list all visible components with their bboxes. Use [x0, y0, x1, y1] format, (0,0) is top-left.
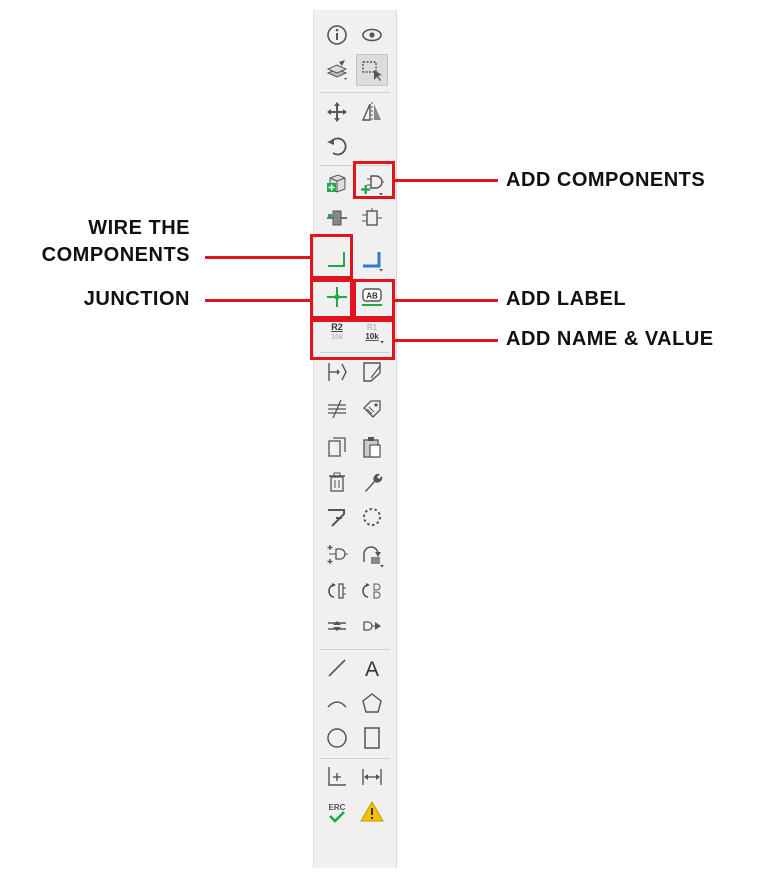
- name-r2-text: R2: [331, 322, 343, 332]
- swap-pin-icon[interactable]: [356, 575, 388, 607]
- group-icon[interactable]: [356, 501, 388, 533]
- erc-text: ERC: [329, 803, 346, 812]
- value-icon[interactable]: R1 10k: [356, 316, 388, 348]
- erc-icon[interactable]: ERC: [321, 796, 353, 828]
- dimension-icon[interactable]: [321, 761, 353, 793]
- invert-icon[interactable]: [356, 610, 388, 642]
- add-name-value-callout: ADD NAME & VALUE: [506, 328, 714, 350]
- circle-icon[interactable]: [321, 722, 353, 754]
- text-icon[interactable]: A: [356, 652, 388, 684]
- add-package-icon[interactable]: [321, 168, 353, 200]
- junction-icon[interactable]: [321, 281, 353, 313]
- replace-icon[interactable]: [356, 539, 388, 571]
- add-components-icon[interactable]: [356, 168, 388, 200]
- add-label-highlight: [353, 279, 395, 319]
- select-icon[interactable]: [356, 54, 388, 86]
- info-icon[interactable]: [321, 19, 353, 51]
- value-r1-text: R1: [367, 323, 378, 332]
- rectangle-icon[interactable]: [356, 722, 388, 754]
- add-components-line: [395, 179, 498, 182]
- name-sub-text: 10k: [331, 334, 343, 341]
- join-icon[interactable]: [321, 501, 353, 533]
- junction-line: [205, 299, 310, 302]
- wire-callout-line2: COMPONENTS: [41, 244, 190, 266]
- warning-icon[interactable]: [356, 796, 388, 828]
- move-icon[interactable]: [321, 96, 353, 128]
- tag-icon[interactable]: [356, 393, 388, 425]
- add-label-callout: ADD LABEL: [506, 288, 627, 310]
- layers-icon[interactable]: [321, 54, 353, 86]
- copy-icon[interactable]: [321, 431, 353, 463]
- junction-callout: JUNCTION: [83, 288, 190, 310]
- no-connect-icon[interactable]: [321, 393, 353, 425]
- delete-icon[interactable]: [321, 466, 353, 498]
- polygon-icon[interactable]: [356, 687, 388, 719]
- wire-highlight: [310, 234, 353, 279]
- arc-icon[interactable]: [321, 687, 353, 719]
- name-value-line: [395, 339, 498, 342]
- measure-icon[interactable]: [356, 761, 388, 793]
- bus-icon[interactable]: [356, 244, 388, 276]
- add-symbol-icon[interactable]: [356, 202, 388, 234]
- add-label-icon[interactable]: AB: [356, 281, 388, 313]
- value-10k-text: 10k: [365, 332, 379, 341]
- name-value-highlight: [310, 319, 395, 360]
- swap-gate-icon[interactable]: [321, 575, 353, 607]
- label-ab-text: AB: [366, 292, 378, 301]
- text-tool-glyph: A: [365, 658, 379, 681]
- wire-callout-line1: WIRE THE: [88, 217, 190, 239]
- mirror-icon[interactable]: [356, 96, 388, 128]
- add-components-highlight: [353, 161, 395, 199]
- add-power-icon[interactable]: [321, 202, 353, 234]
- eye-icon[interactable]: [356, 19, 388, 51]
- split-icon[interactable]: [321, 610, 353, 642]
- add-pin-icon[interactable]: [321, 539, 353, 571]
- add-components-callout: ADD COMPONENTS: [506, 169, 706, 191]
- line-icon[interactable]: [321, 652, 353, 684]
- wrench-icon[interactable]: [356, 466, 388, 498]
- hierarchical-label-icon[interactable]: [321, 356, 353, 388]
- add-label-line: [395, 299, 498, 302]
- rotate-icon[interactable]: [321, 130, 353, 162]
- name-icon[interactable]: R2 10k: [321, 316, 353, 348]
- wire-line: [205, 256, 310, 259]
- wire-icon[interactable]: [321, 244, 353, 276]
- paste-icon[interactable]: [356, 431, 388, 463]
- command-toolbar: AB R2 10k R1 10k: [313, 10, 397, 868]
- sheet-icon[interactable]: [356, 356, 388, 388]
- junction-highlight: [310, 279, 353, 319]
